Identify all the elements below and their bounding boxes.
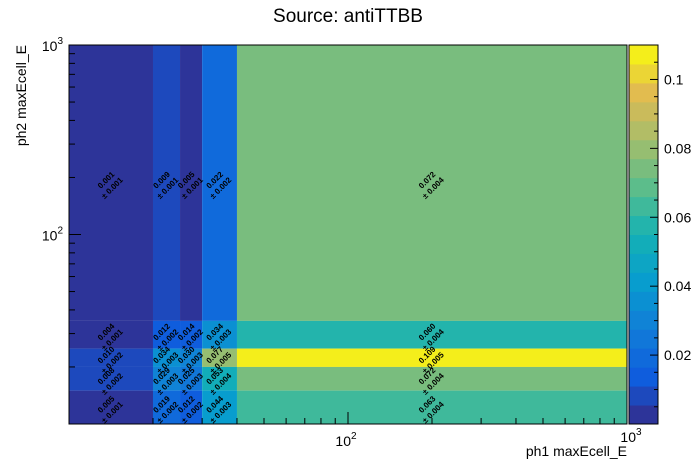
heatmap-cell xyxy=(202,390,237,424)
colorbar-swatch xyxy=(629,120,658,141)
heatmap-cell xyxy=(152,366,181,391)
x-axis-title: ph1 maxEcell_E xyxy=(526,443,627,459)
colorbar-swatch xyxy=(629,82,658,103)
colorbar-tick-label: 0.02 xyxy=(664,347,691,363)
heatmap-cell xyxy=(180,348,203,367)
colorbar-swatch xyxy=(629,45,658,65)
colorbar-swatch xyxy=(629,215,658,235)
heatmap-cell xyxy=(69,45,153,321)
heatmap-cell xyxy=(152,390,181,424)
colorbar-swatch xyxy=(629,253,658,273)
colorbar-swatch xyxy=(629,234,658,254)
colorbar-swatch xyxy=(629,310,658,330)
heatmap-cell xyxy=(236,366,627,391)
colorbar-swatch xyxy=(629,101,658,122)
heatmap-cell xyxy=(236,348,627,367)
colorbar-swatch xyxy=(629,348,658,368)
y-tick-label: 103 xyxy=(42,36,64,54)
heatmap-cell xyxy=(202,320,237,349)
colorbar-swatch xyxy=(629,139,658,160)
colorbar-swatch xyxy=(629,405,658,425)
chart-title: Source: antiTTBB xyxy=(273,6,423,27)
colorbar-swatch xyxy=(629,196,658,217)
colorbar-swatch xyxy=(629,386,658,406)
colorbar-swatch xyxy=(629,177,658,198)
colorbar-tick-label: 0.06 xyxy=(664,209,691,225)
heatmap-cell xyxy=(236,45,627,321)
heatmap-cell xyxy=(236,320,627,349)
heatmap-cell xyxy=(180,45,203,321)
y-tick-label: 102 xyxy=(42,226,64,244)
heatmap-cell xyxy=(180,320,203,349)
heatmap-cell xyxy=(152,45,181,321)
colorbar-swatch xyxy=(629,367,658,387)
heatmap-cell xyxy=(180,390,203,424)
colorbar-swatch xyxy=(629,158,658,179)
heatmap-cell xyxy=(202,366,237,391)
x-tick-label: 102 xyxy=(335,431,357,449)
colorbar-tick-label: 0.1 xyxy=(664,71,684,87)
heatmap-cell xyxy=(202,45,237,321)
heatmap-cell xyxy=(180,366,203,391)
colorbar-swatch xyxy=(629,272,658,292)
heatmap-cell xyxy=(69,320,153,349)
colorbar-tick-label: 0.04 xyxy=(664,278,691,294)
heatmap-cell xyxy=(69,366,153,391)
y-axis-title: ph2 maxEcell_E xyxy=(13,45,29,146)
heatmap-cell xyxy=(202,348,237,367)
heatmap-cell xyxy=(69,390,153,424)
heatmap-cell xyxy=(152,348,181,367)
colorbar-swatch xyxy=(629,63,658,84)
colorbar-swatch xyxy=(629,329,658,349)
x-tick-label: 103 xyxy=(620,427,642,445)
colorbar-tick-label: 0.08 xyxy=(664,140,691,156)
colorbar-swatch xyxy=(629,291,658,311)
heatmap-cell xyxy=(152,320,181,349)
heatmap-cell xyxy=(69,348,153,367)
